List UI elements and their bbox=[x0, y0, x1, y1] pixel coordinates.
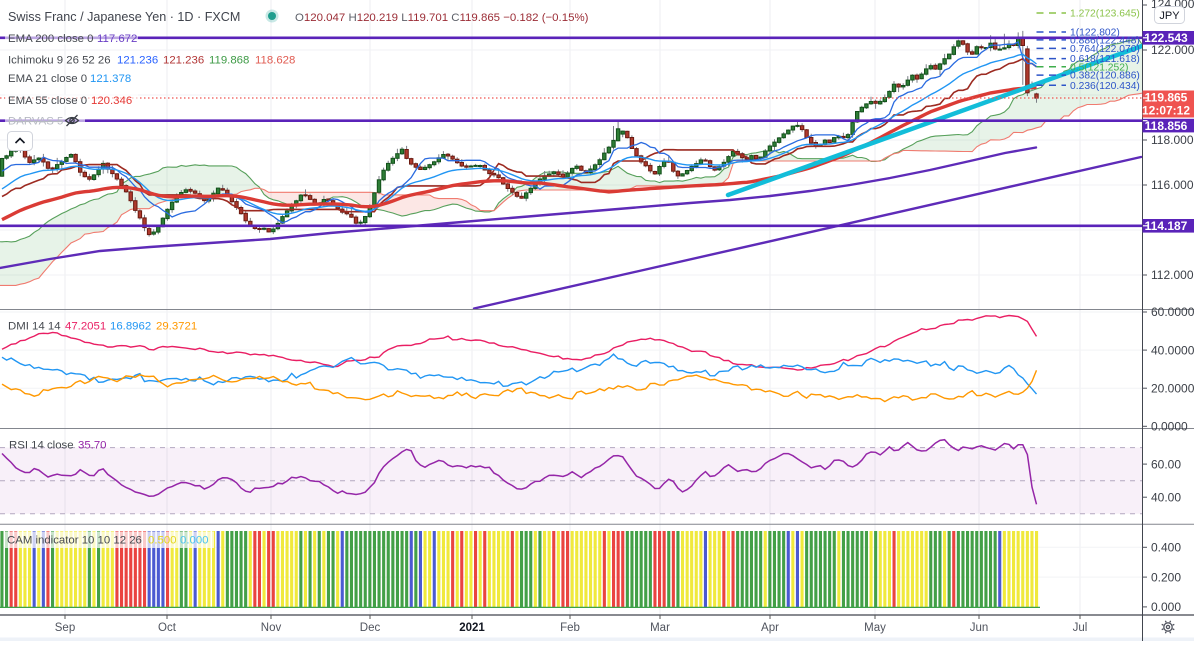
svg-text:0.200: 0.200 bbox=[1151, 570, 1181, 584]
svg-text:RSI 14 close: RSI 14 close bbox=[9, 440, 74, 452]
svg-text:Jul: Jul bbox=[1073, 622, 1088, 634]
svg-text:40.00: 40.00 bbox=[1151, 490, 1181, 504]
svg-text:60.0000: 60.0000 bbox=[1151, 305, 1194, 319]
svg-text:Swiss Franc / Japanese Yen · 1: Swiss Franc / Japanese Yen · 1D · FXCM bbox=[8, 10, 240, 24]
svg-text:EMA 200 close 0: EMA 200 close 0 bbox=[8, 33, 93, 45]
svg-text:119.868: 119.868 bbox=[209, 55, 249, 67]
svg-text:118.628: 118.628 bbox=[255, 55, 295, 67]
svg-text:0.000: 0.000 bbox=[1151, 600, 1181, 614]
svg-text:CAM indicator 10 10 12 26: CAM indicator 10 10 12 26 bbox=[7, 535, 142, 547]
svg-text:DMI 14 14: DMI 14 14 bbox=[8, 321, 61, 333]
svg-text:120.346: 120.346 bbox=[91, 95, 132, 107]
svg-text:JPY: JPY bbox=[1159, 10, 1180, 22]
svg-text:12:07:12: 12:07:12 bbox=[1142, 104, 1190, 118]
svg-text:0.000: 0.000 bbox=[180, 535, 209, 547]
svg-text:0.0000: 0.0000 bbox=[1151, 420, 1188, 434]
svg-text:0.236(120.434): 0.236(120.434) bbox=[1070, 81, 1140, 92]
svg-text:May: May bbox=[864, 622, 886, 634]
svg-text:114.187: 114.187 bbox=[1145, 219, 1188, 233]
svg-text:O120.047 H120.219 L119.701 C11: O120.047 H120.219 L119.701 C119.865 −0.1… bbox=[295, 12, 589, 24]
svg-text:Oct: Oct bbox=[158, 622, 177, 634]
svg-text:20.0000: 20.0000 bbox=[1151, 381, 1194, 395]
svg-text:16.8962: 16.8962 bbox=[110, 321, 151, 333]
svg-text:Feb: Feb bbox=[560, 622, 580, 634]
svg-text:Jun: Jun bbox=[970, 622, 989, 634]
svg-text:0.500: 0.500 bbox=[148, 535, 177, 547]
svg-text:0.400: 0.400 bbox=[1151, 541, 1181, 555]
svg-text:60.00: 60.00 bbox=[1151, 457, 1181, 471]
svg-text:Mar: Mar bbox=[650, 622, 670, 634]
svg-text:Apr: Apr bbox=[761, 622, 779, 634]
svg-text:121.236: 121.236 bbox=[117, 55, 158, 67]
svg-text:112.000: 112.000 bbox=[1151, 268, 1194, 282]
svg-text:47.2051: 47.2051 bbox=[65, 321, 106, 333]
svg-text:121.236: 121.236 bbox=[163, 55, 204, 67]
svg-text:DARVAS 5: DARVAS 5 bbox=[8, 116, 63, 128]
svg-text:119.865: 119.865 bbox=[1145, 91, 1188, 105]
svg-text:EMA 21 close 0: EMA 21 close 0 bbox=[8, 73, 87, 85]
svg-text:121.378: 121.378 bbox=[90, 73, 131, 85]
svg-text:122.000: 122.000 bbox=[1151, 43, 1194, 57]
svg-text:122.543: 122.543 bbox=[1144, 31, 1188, 45]
svg-text:EMA 55 close 0: EMA 55 close 0 bbox=[8, 95, 87, 107]
svg-text:117.672: 117.672 bbox=[97, 33, 137, 45]
svg-text:118.856: 118.856 bbox=[1145, 119, 1188, 133]
svg-text:40.0000: 40.0000 bbox=[1151, 343, 1194, 357]
svg-text:Sep: Sep bbox=[55, 622, 75, 634]
svg-text:29.3721: 29.3721 bbox=[156, 321, 197, 333]
svg-text:1.272(123.645): 1.272(123.645) bbox=[1070, 9, 1140, 20]
svg-text:2021: 2021 bbox=[459, 622, 485, 634]
svg-text:Nov: Nov bbox=[261, 622, 282, 634]
svg-text:35.70: 35.70 bbox=[78, 440, 107, 452]
svg-text:116.000: 116.000 bbox=[1151, 178, 1194, 192]
svg-text:Ichimoku 9 26 52 26: Ichimoku 9 26 52 26 bbox=[8, 55, 111, 67]
svg-text:118.000: 118.000 bbox=[1151, 133, 1194, 147]
svg-text:Dec: Dec bbox=[360, 622, 381, 634]
